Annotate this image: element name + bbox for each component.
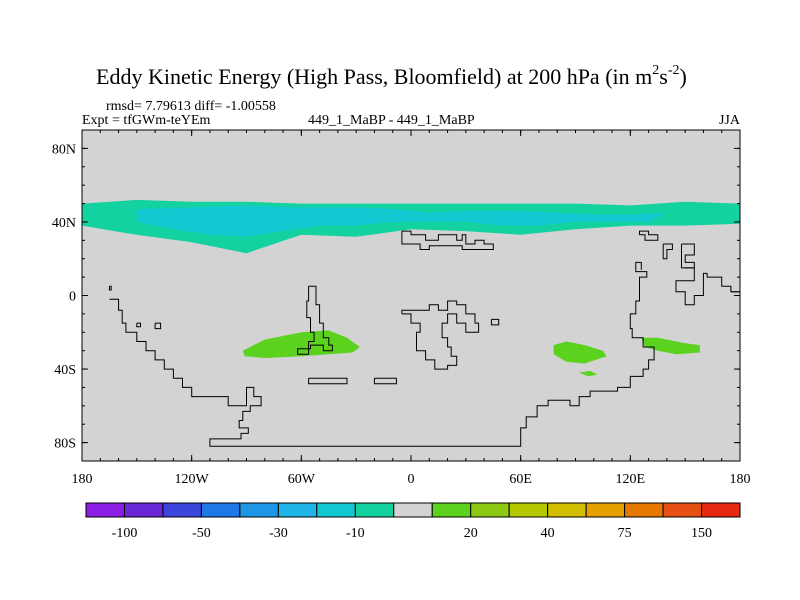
coastline-segment — [490, 318, 500, 326]
coastline-segment — [401, 230, 494, 250]
colorbar-swatch — [393, 502, 433, 518]
coastline-segment — [401, 300, 480, 370]
colorbar-swatch — [239, 502, 279, 518]
sh-patch-indian-small — [579, 370, 598, 377]
coastline-segment — [662, 243, 673, 260]
colorbar-swatch — [662, 502, 703, 518]
chart-title: Eddy Kinetic Energy (High Pass, Bloomfie… — [96, 63, 687, 89]
colorbar-swatch — [624, 502, 664, 518]
map-background — [82, 130, 740, 461]
colorbar-swatch — [200, 502, 241, 518]
contour-fills — [82, 199, 740, 377]
y-tick-label: 0 — [69, 290, 76, 305]
coastline-segment — [373, 377, 397, 385]
x-tick-label: 180 — [72, 472, 93, 487]
colorbar-label: -100 — [112, 526, 138, 541]
expt-text: Expt = tfGWm-teYEm — [82, 113, 211, 128]
x-tick-label: 0 — [408, 472, 415, 487]
colorbar-label: 40 — [541, 526, 555, 541]
colorbar-swatch — [470, 502, 510, 518]
colorbar-swatch — [85, 502, 125, 518]
colorbar-label: -30 — [269, 526, 288, 541]
nh-jet-band-inner — [136, 205, 667, 237]
coastline-segment — [109, 261, 655, 447]
x-axis: 180 120W 60W 0 60E 120E 180 — [72, 130, 751, 487]
coastline-segment — [136, 322, 141, 328]
colorbar-swatch — [123, 502, 164, 518]
y-tick-label: 40N — [52, 216, 76, 231]
x-tick-label: 60W — [288, 472, 316, 487]
case-text: 449_1_MaBP - 449_1_MaBP — [308, 113, 475, 128]
x-tick-label: 120W — [175, 472, 210, 487]
season-text: JJA — [719, 113, 741, 128]
coastline-segment — [308, 377, 348, 385]
map-plot: 180 120W 60W 0 60E 120E 180 80N 40N 0 40S 80S — [52, 129, 751, 487]
coastline-segment — [297, 285, 333, 355]
y-tick-label: 40S — [54, 363, 76, 378]
colorbar-swatch — [508, 502, 549, 518]
colorbar-swatch — [431, 502, 472, 518]
colorbar-label: 150 — [691, 526, 712, 541]
x-tick-label: 180 — [730, 472, 751, 487]
colorbar-swatch — [316, 502, 356, 518]
colorbar-swatch — [547, 502, 587, 518]
x-tick-label: 60E — [509, 472, 532, 487]
colorbar-label: 75 — [618, 526, 632, 541]
colorbar-swatch — [585, 502, 626, 518]
colorbar-swatch — [162, 502, 202, 518]
coastline-segment — [154, 322, 162, 330]
colorbar-label: 20 — [464, 526, 478, 541]
stats-text: rmsd= 7.79613 diff= -1.00558 — [106, 99, 276, 114]
y-tick-label: 80N — [52, 142, 76, 157]
colorbar-label: -10 — [346, 526, 365, 541]
coastline-segment — [675, 267, 740, 306]
x-tick-label: 120E — [616, 472, 646, 487]
coastline-segment — [639, 230, 659, 241]
sh-patch-indian — [553, 341, 607, 364]
coastline-segment — [108, 285, 112, 291]
colorbar-swatch — [701, 502, 741, 518]
colorbar: -100 -50 -30 -10 20 40 75 150 — [85, 502, 741, 541]
colorbar-label: -50 — [192, 526, 211, 541]
sh-patch-australia — [641, 337, 700, 355]
y-tick-label: 80S — [54, 437, 76, 452]
coastlines — [108, 230, 740, 447]
colorbar-swatch — [354, 502, 395, 518]
colorbar-swatch — [277, 502, 318, 518]
y-axis: 80N 40N 0 40S 80S — [52, 142, 740, 452]
